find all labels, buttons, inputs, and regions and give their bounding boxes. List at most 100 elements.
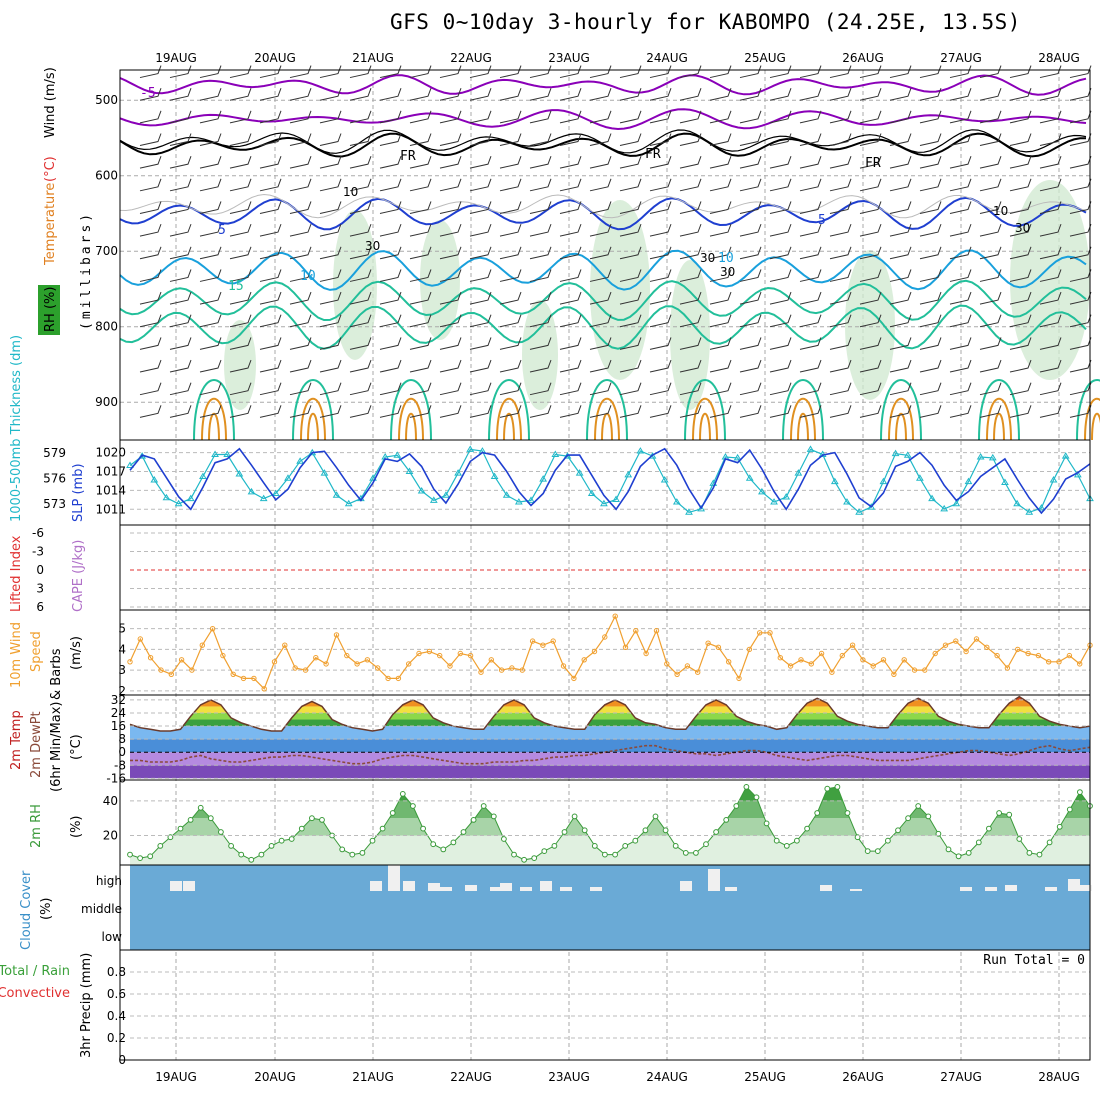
wind-barb bbox=[379, 178, 402, 192]
wind-barb bbox=[319, 65, 342, 79]
date-tick-label: 27AUG bbox=[940, 1070, 982, 1084]
temp-contour-line bbox=[586, 379, 628, 441]
thickness-point bbox=[199, 472, 207, 480]
rh-point bbox=[389, 810, 396, 816]
wind-barb bbox=[829, 291, 852, 305]
rh-point bbox=[561, 829, 568, 835]
wind-barb bbox=[169, 246, 192, 260]
wind-barb bbox=[139, 133, 162, 146]
thickness-point bbox=[672, 498, 681, 505]
wind-barb bbox=[1069, 359, 1092, 373]
rh-shade-blob bbox=[670, 260, 710, 410]
wind-barb bbox=[409, 382, 432, 396]
wind-barb bbox=[949, 359, 972, 373]
precip-axis-label: 3hr Precip (mm) bbox=[79, 953, 94, 1058]
wind-contour-label: -5 bbox=[140, 86, 156, 101]
cloud-units-label: (%) bbox=[39, 898, 54, 921]
thickness-tick-label: 576 bbox=[43, 471, 66, 485]
wind-barb bbox=[649, 291, 672, 305]
wind-barb bbox=[949, 88, 972, 101]
wind-barb bbox=[739, 382, 762, 396]
wind-barb bbox=[979, 314, 1002, 328]
wind-barb bbox=[589, 359, 612, 373]
wind-barb bbox=[739, 314, 762, 328]
wind-barb bbox=[259, 155, 282, 169]
wind-barb bbox=[1009, 291, 1032, 305]
thickness-point bbox=[891, 449, 900, 457]
wind-barb bbox=[619, 201, 642, 214]
wind-barb bbox=[1039, 110, 1062, 124]
wind-speed-point bbox=[333, 632, 340, 638]
wind-barb bbox=[289, 246, 312, 260]
temp-contour-line bbox=[880, 379, 922, 441]
wind-barb bbox=[319, 405, 342, 418]
wind-barb bbox=[739, 246, 762, 260]
wind-barb bbox=[379, 155, 402, 169]
wind-barb bbox=[229, 110, 252, 124]
wind-barb bbox=[559, 269, 582, 282]
wind-speed-point bbox=[550, 638, 556, 644]
wind-barb bbox=[619, 382, 642, 396]
wind-barb bbox=[439, 291, 462, 305]
wind-contour-line bbox=[119, 74, 1087, 96]
wind-barb bbox=[739, 133, 762, 146]
wind-speed-point bbox=[426, 648, 433, 655]
rh-point bbox=[743, 784, 750, 790]
wind-barb bbox=[559, 359, 582, 373]
wind-barb bbox=[709, 110, 732, 124]
wind-barb bbox=[829, 155, 852, 169]
rh-point bbox=[895, 827, 901, 834]
wind-barb bbox=[199, 133, 222, 146]
wind-barb bbox=[229, 178, 252, 192]
wind-barb bbox=[289, 269, 312, 282]
wind-barb bbox=[709, 359, 732, 373]
wind-barb bbox=[769, 110, 792, 124]
wind-barb bbox=[1009, 110, 1032, 124]
wind-barb bbox=[499, 382, 522, 396]
wind-barb bbox=[379, 314, 402, 328]
wind-barb bbox=[229, 382, 252, 396]
wind-barb bbox=[469, 382, 492, 396]
thickness-point bbox=[527, 496, 535, 503]
wind-barb bbox=[769, 155, 792, 169]
wind-barb bbox=[889, 223, 912, 237]
cloud-bar bbox=[440, 887, 452, 891]
wind-barb bbox=[439, 155, 462, 169]
wind-barb bbox=[379, 359, 402, 373]
wind-barb bbox=[739, 269, 762, 282]
temp-band bbox=[130, 719, 1090, 727]
wind-barb bbox=[289, 359, 312, 373]
wind-barb bbox=[439, 110, 462, 124]
wind-barb bbox=[709, 337, 732, 350]
temp2m-label: 2m Temp bbox=[9, 710, 24, 770]
wind-speed-point bbox=[870, 663, 876, 669]
wind-barb bbox=[829, 359, 852, 373]
wind-barb bbox=[799, 155, 822, 169]
wind-speed-point bbox=[849, 642, 856, 648]
wind-barb bbox=[289, 65, 312, 79]
thickness-tick-label: 573 bbox=[43, 497, 66, 511]
temp-contour-line bbox=[496, 397, 522, 441]
wind-barb bbox=[649, 110, 672, 124]
wind-barb bbox=[259, 359, 282, 373]
rh-point bbox=[622, 843, 629, 849]
wind-barb bbox=[499, 110, 522, 124]
slp-axis-label: SLP (mb) bbox=[71, 463, 86, 522]
temp-contour-line bbox=[119, 249, 1087, 291]
wind-speed-point bbox=[932, 650, 938, 657]
cloud-tick-label: middle bbox=[81, 902, 122, 916]
wind-barb bbox=[919, 133, 942, 146]
pressure-units-label: (millibars) bbox=[79, 211, 94, 330]
rh-point bbox=[541, 848, 548, 854]
wind-barb bbox=[349, 269, 372, 282]
wind-barb bbox=[799, 291, 822, 305]
wind-barb bbox=[469, 178, 492, 192]
wind-barb bbox=[499, 269, 522, 282]
wind-barb bbox=[259, 246, 282, 260]
wind-barb bbox=[409, 223, 432, 237]
wind-barb bbox=[529, 65, 552, 79]
rh-point bbox=[339, 846, 346, 853]
cloud-bar bbox=[590, 887, 602, 891]
